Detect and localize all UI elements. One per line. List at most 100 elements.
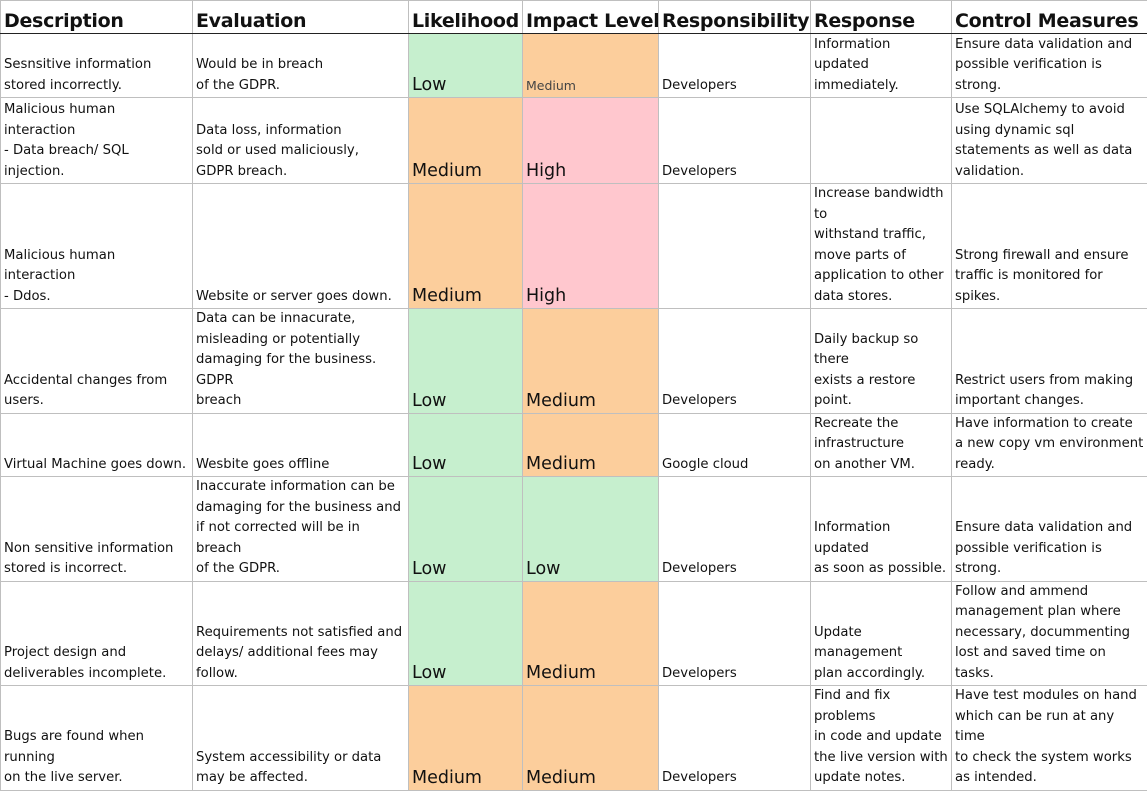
impact-level-cell: Medium (523, 581, 659, 686)
header-responsibility: Responsibility (659, 1, 811, 34)
likelihood-cell: Medium (409, 98, 523, 184)
responsibility-cell: Developers (659, 477, 811, 582)
likelihood-cell: Low (409, 477, 523, 582)
description-cell: Virtual Machine goes down. (1, 413, 193, 477)
impact-level-cell: Medium (523, 413, 659, 477)
impact-level-cell: High (523, 98, 659, 184)
responsibility-cell: Developers (659, 98, 811, 184)
likelihood-cell-text: Low (412, 75, 519, 96)
likelihood-cell-text: Low (412, 559, 519, 580)
evaluation-cell: Wesbite goes offline (193, 413, 409, 477)
responsibility-cell-text: Developers (662, 664, 807, 685)
likelihood-cell: Low (409, 581, 523, 686)
likelihood-cell: Low (409, 309, 523, 414)
responsibility-cell: Google cloud (659, 413, 811, 477)
header-row: Description Evaluation Likelihood Impact… (1, 1, 1147, 34)
responsibility-cell-text: Developers (662, 76, 807, 97)
description-cell-text: Malicious human interaction- Data breach… (4, 100, 189, 182)
impact-level-cell-text: Medium (526, 454, 655, 475)
impact-level-cell: Medium (523, 309, 659, 414)
responsibility-cell-text: Google cloud (662, 455, 807, 476)
responsibility-cell-text: Developers (662, 559, 807, 580)
responsibility-cell: Developers (659, 686, 811, 791)
impact-level-cell: Medium (523, 686, 659, 791)
likelihood-cell-text: Medium (412, 768, 519, 789)
impact-level-cell: High (523, 184, 659, 309)
likelihood-cell: Low (409, 34, 523, 98)
header-response: Response (811, 1, 952, 34)
evaluation-cell-text: Wesbite goes offline (196, 455, 405, 476)
table-row: Virtual Machine goes down. Wesbite goes o… (1, 413, 1147, 477)
evaluation-cell: Website or server goes down. (193, 184, 409, 309)
likelihood-cell-text: Low (412, 663, 519, 684)
impact-level-cell-text: Medium (526, 663, 655, 684)
impact-level-cell-text: Low (526, 559, 655, 580)
header-impact-level: Impact Level (523, 1, 659, 34)
impact-level-cell-text: High (526, 161, 655, 182)
evaluation-cell: Data can be innacurate,misleading or pot… (193, 309, 409, 414)
description-cell: Malicious human interaction- Ddos. (1, 184, 193, 309)
header-control-measures: Control Measures (952, 1, 1147, 34)
impact-level-cell: Medium (523, 34, 659, 98)
evaluation-cell-text: Website or server goes down. (196, 287, 405, 308)
likelihood-cell-text: Low (412, 391, 519, 412)
likelihood-cell-text: Medium (412, 286, 519, 307)
impact-level-cell-text: Medium (526, 75, 655, 96)
impact-level-cell-text: Medium (526, 768, 655, 789)
header-description: Description (1, 1, 193, 34)
description-cell-text: Virtual Machine goes down. (4, 455, 189, 476)
impact-level-cell: Low (523, 477, 659, 582)
responsibility-cell (659, 184, 811, 309)
responsibility-cell: Developers (659, 309, 811, 414)
responsibility-cell: Developers (659, 34, 811, 98)
description-cell: Malicious human interaction- Data breach… (1, 98, 193, 184)
likelihood-cell: Medium (409, 184, 523, 309)
impact-level-cell-text: Medium (526, 391, 655, 412)
responsibility-cell-text: Developers (662, 391, 807, 412)
